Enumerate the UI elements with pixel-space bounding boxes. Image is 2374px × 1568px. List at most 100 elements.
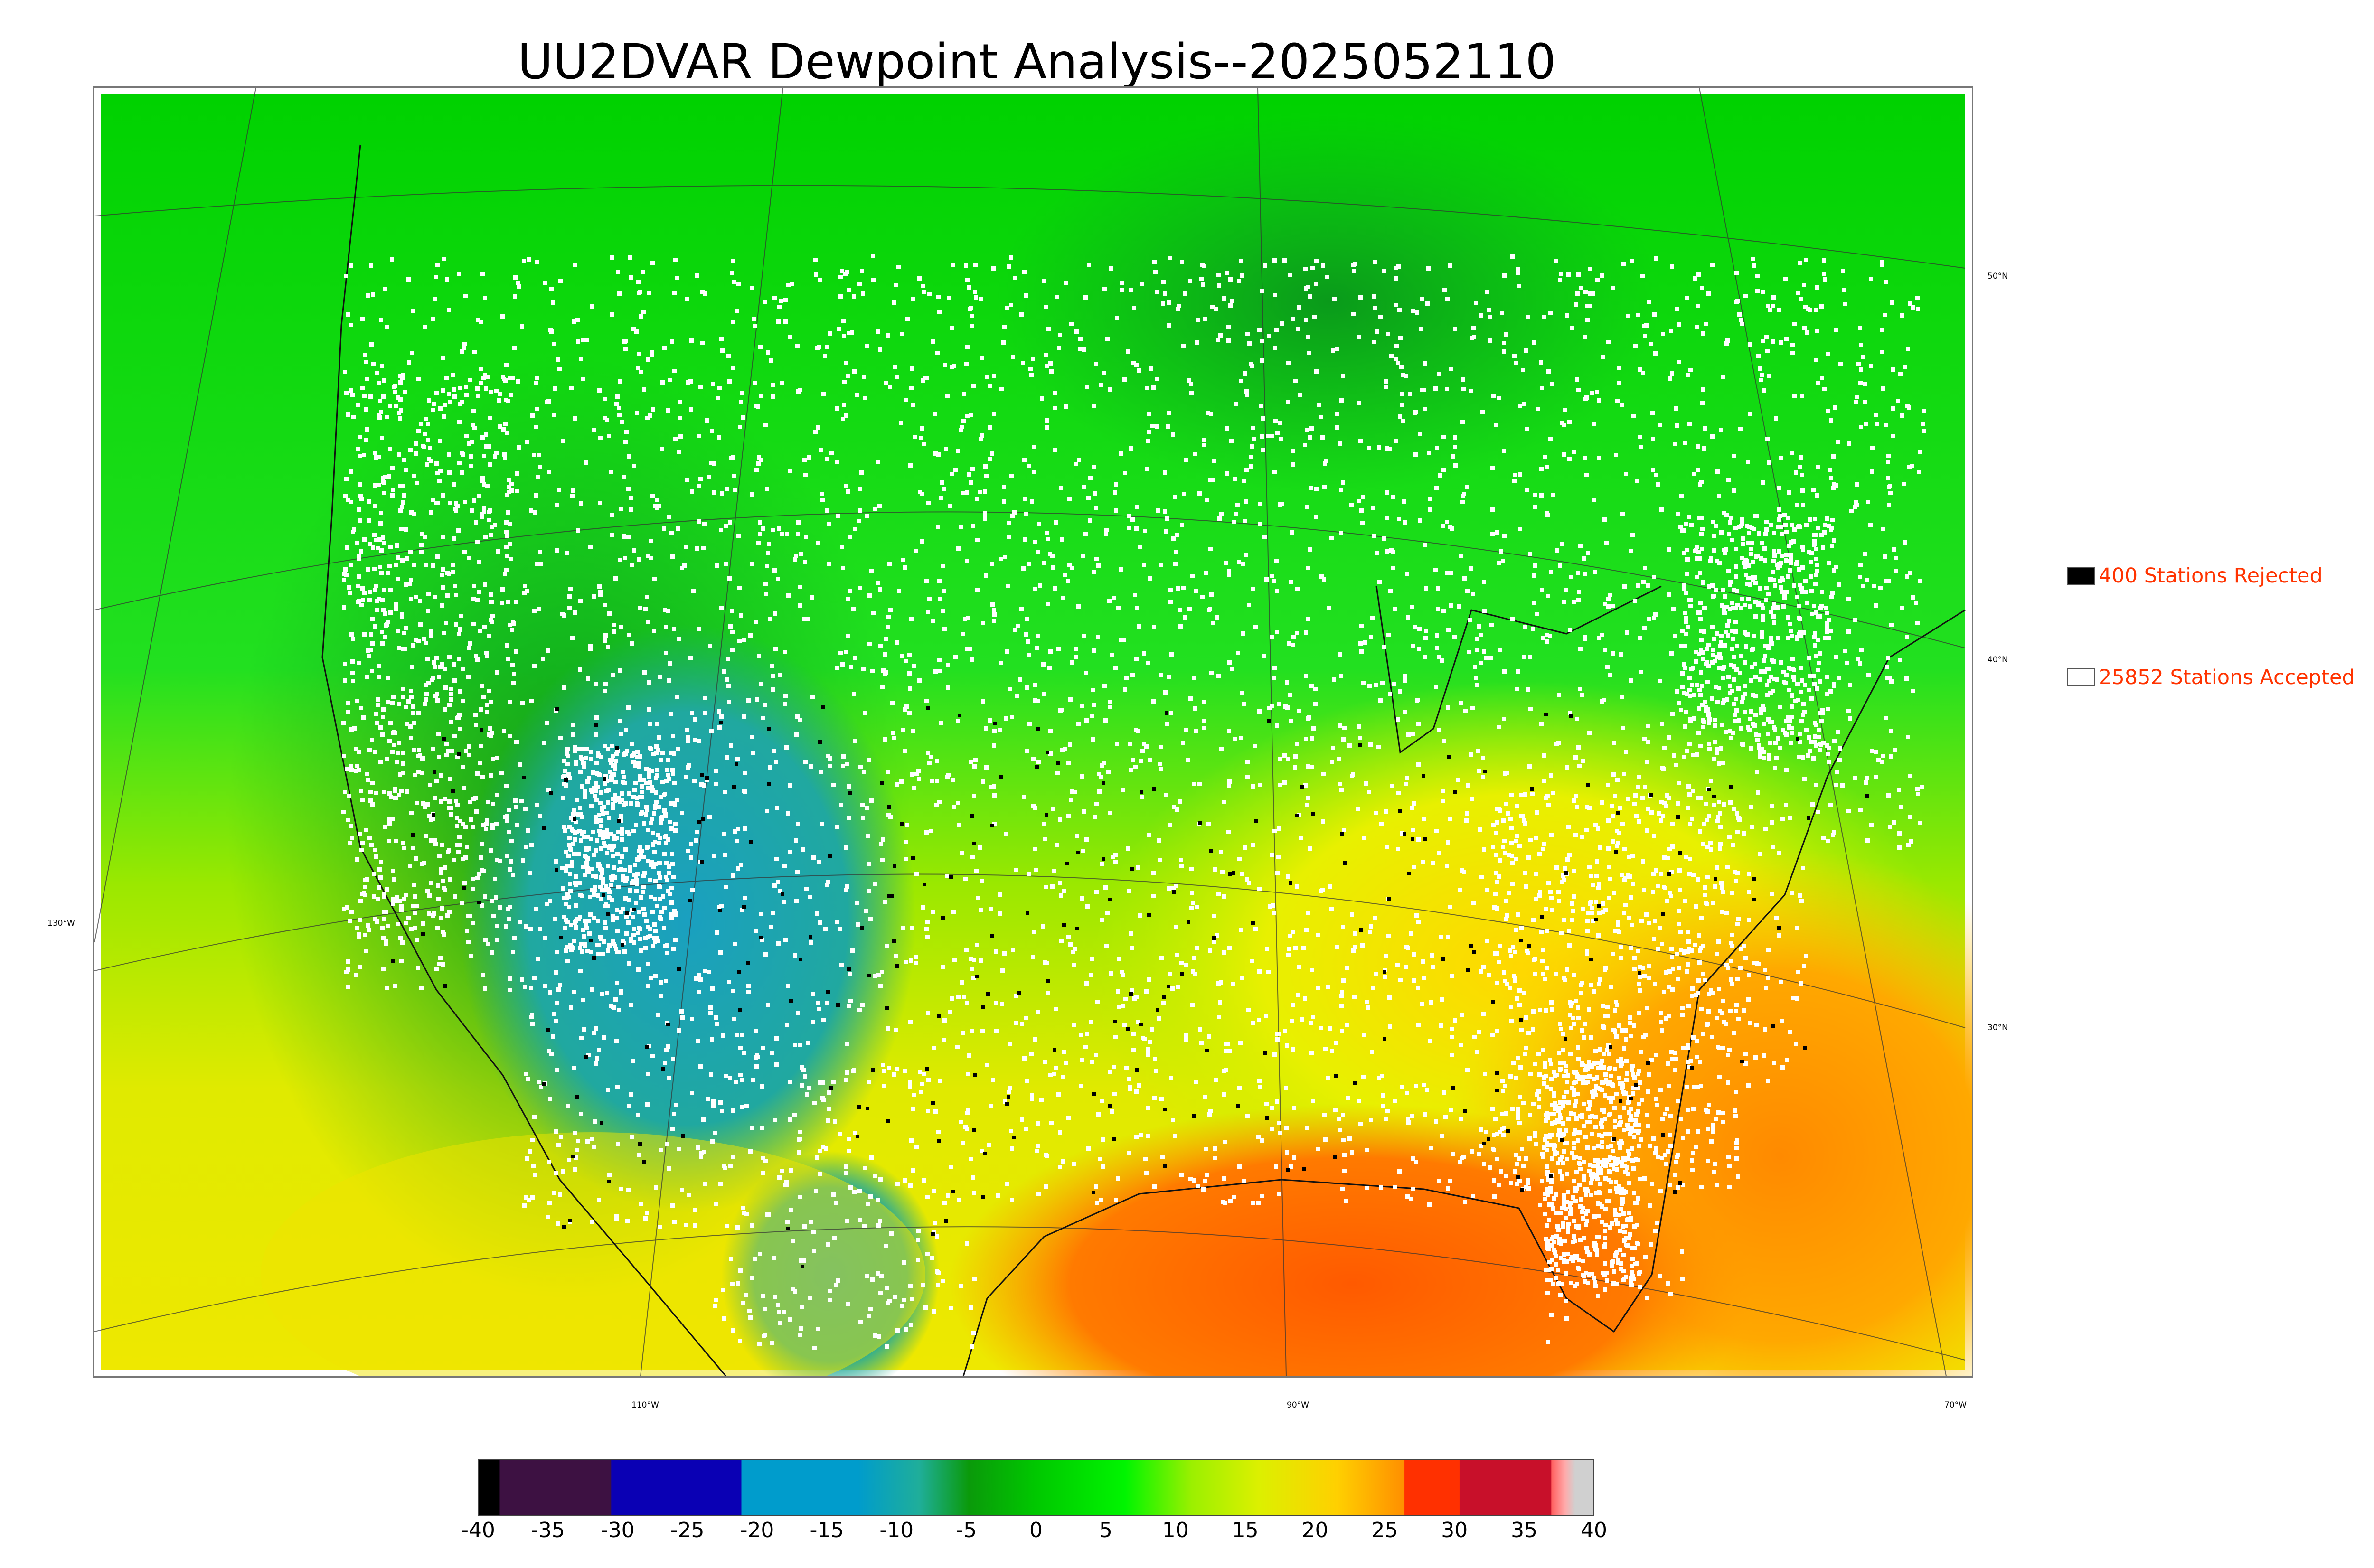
- accepted-station-marker: [861, 291, 865, 296]
- accepted-station-marker: [1747, 890, 1751, 894]
- accepted-station-marker: [1710, 696, 1714, 701]
- accepted-station-marker: [1861, 355, 1865, 359]
- accepted-station-marker: [1908, 815, 1912, 819]
- accepted-station-marker: [686, 739, 690, 743]
- accepted-station-marker: [1872, 584, 1876, 588]
- accepted-station-marker: [1046, 602, 1050, 606]
- accepted-station-marker: [1413, 625, 1417, 629]
- accepted-station-marker: [964, 362, 969, 366]
- accepted-station-marker: [1364, 781, 1368, 786]
- accepted-station-marker: [1542, 1145, 1546, 1150]
- accepted-station-marker: [711, 1103, 716, 1108]
- accepted-station-marker: [965, 414, 970, 418]
- accepted-station-marker: [431, 408, 435, 412]
- accepted-station-marker: [1620, 873, 1624, 877]
- accepted-station-marker: [698, 1064, 703, 1069]
- accepted-station-marker: [474, 723, 478, 727]
- accepted-station-marker: [846, 374, 850, 378]
- accepted-station-marker: [746, 698, 751, 703]
- accepted-station-marker: [1820, 376, 1824, 380]
- accepted-station-marker: [426, 422, 430, 426]
- accepted-station-marker: [1310, 968, 1314, 972]
- accepted-station-marker: [828, 764, 832, 768]
- accepted-station-marker: [1475, 1050, 1479, 1054]
- accepted-station-marker: [1217, 283, 1221, 288]
- accepted-station-marker: [1023, 497, 1027, 501]
- accepted-station-marker: [945, 874, 949, 878]
- accepted-station-marker: [635, 411, 639, 415]
- accepted-station-marker: [1422, 976, 1426, 980]
- accepted-station-marker: [1330, 1049, 1334, 1053]
- accepted-station-marker: [532, 453, 536, 457]
- accepted-station-marker: [478, 761, 482, 765]
- accepted-station-marker: [1371, 986, 1375, 990]
- accepted-station-marker: [1149, 366, 1153, 371]
- accepted-station-marker: [1270, 1106, 1274, 1110]
- accepted-station-marker: [1675, 952, 1679, 956]
- accepted-station-marker: [1702, 446, 1706, 451]
- accepted-station-marker: [401, 500, 405, 505]
- accepted-station-marker: [1107, 599, 1112, 603]
- accepted-station-marker: [908, 1084, 912, 1089]
- accepted-station-marker: [1534, 836, 1538, 840]
- accepted-station-marker: [449, 697, 453, 702]
- accepted-station-marker: [619, 1187, 623, 1191]
- accepted-station-marker: [489, 592, 493, 597]
- accepted-station-marker: [743, 789, 747, 794]
- accepted-station-marker: [1703, 606, 1707, 610]
- accepted-station-marker: [1729, 959, 1733, 963]
- accepted-station-marker: [471, 877, 475, 881]
- accepted-station-marker: [1564, 588, 1568, 592]
- accepted-station-marker: [740, 1105, 744, 1109]
- accepted-station-marker: [1195, 905, 1199, 909]
- accepted-station-marker: [1828, 468, 1832, 472]
- accepted-station-marker: [1092, 648, 1096, 653]
- accepted-station-marker: [1548, 311, 1553, 315]
- accepted-station-marker: [713, 1304, 717, 1308]
- accepted-station-marker: [495, 793, 499, 797]
- accepted-station-marker: [957, 823, 961, 827]
- accepted-station-marker: [1082, 634, 1086, 638]
- accepted-station-marker: [1880, 263, 1884, 267]
- accepted-station-marker: [1670, 955, 1674, 959]
- accepted-station-marker: [1351, 948, 1356, 953]
- accepted-station-marker: [1638, 435, 1642, 439]
- accepted-station-marker: [1194, 1080, 1198, 1084]
- accepted-station-marker: [1743, 692, 1747, 696]
- accepted-station-marker: [572, 319, 576, 324]
- accepted-station-marker: [907, 653, 912, 657]
- accepted-station-marker: [1173, 495, 1177, 499]
- accepted-station-marker: [1731, 731, 1735, 735]
- accepted-station-marker: [1576, 1005, 1580, 1010]
- accepted-station-marker: [969, 760, 973, 764]
- accepted-station-marker: [1424, 586, 1428, 591]
- accepted-station-marker: [777, 526, 781, 531]
- accepted-station-marker: [1582, 1124, 1586, 1128]
- accepted-station-marker: [1297, 965, 1301, 969]
- accepted-station-marker: [1408, 392, 1412, 396]
- accepted-station-marker: [1467, 650, 1471, 654]
- accepted-station-marker: [1515, 687, 1519, 691]
- accepted-station-marker: [1131, 758, 1135, 762]
- accepted-station-marker: [1711, 594, 1715, 599]
- accepted-station-marker: [490, 899, 494, 903]
- accepted-station-marker: [686, 735, 690, 739]
- accepted-station-marker: [1108, 1070, 1112, 1074]
- accepted-station-marker: [1094, 557, 1099, 561]
- accepted-station-marker: [684, 545, 688, 549]
- accepted-station-marker: [1773, 766, 1777, 770]
- accepted-station-marker: [412, 883, 416, 887]
- accepted-station-marker: [342, 605, 346, 610]
- accepted-station-marker: [463, 825, 468, 829]
- accepted-station-marker: [458, 386, 462, 390]
- accepted-station-marker: [844, 845, 848, 850]
- accepted-station-marker: [1858, 575, 1862, 579]
- accepted-station-marker: [599, 846, 603, 851]
- accepted-station-marker: [732, 1017, 736, 1021]
- accepted-station-marker: [1009, 474, 1014, 478]
- accepted-station-marker: [966, 616, 970, 620]
- accepted-station-marker: [667, 1076, 671, 1080]
- accepted-station-marker: [437, 854, 442, 858]
- accepted-station-marker: [387, 818, 392, 822]
- accepted-station-marker: [1005, 306, 1009, 310]
